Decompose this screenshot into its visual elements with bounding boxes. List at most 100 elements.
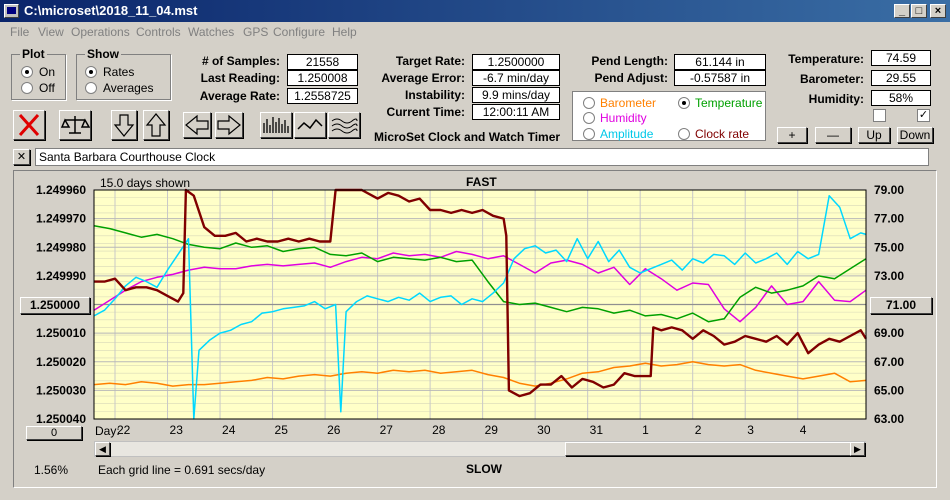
aux-clock-rate-radio[interactable] [678,128,690,140]
menu-watches[interactable]: Watches [188,25,235,39]
y-left-tick: 1.249980 [36,240,86,254]
aux-amplitude-label: Amplitude [600,127,654,141]
percent-readout: 1.56% [34,463,69,477]
plot-on-label: On [39,65,56,79]
minimize-button[interactable]: _ [894,4,910,18]
scale-down-button[interactable]: Down [897,127,933,143]
aux-barometer-radio[interactable] [583,97,595,109]
y-left-tick: 1.249970 [36,212,86,226]
close-watch-button[interactable]: ✕ [13,149,30,165]
menu-view[interactable]: View [38,25,64,39]
current-time-value: 12:00:11 AM [472,104,560,120]
humidity-value: 58% [871,90,931,106]
menu-controls[interactable]: Controls [136,25,181,39]
x-tick: 4 [800,423,807,437]
red-x-icon [18,113,40,137]
barometer-series-line [93,361,867,387]
time-scrollbar[interactable]: ◀ ▶ [94,441,866,457]
multi-line-view-button[interactable] [328,112,360,138]
app-caption: MicroSet Clock and Watch Timer [374,130,561,144]
menu-file[interactable]: File [10,25,30,39]
x-tick: 26 [327,423,341,437]
x-tick: 3 [747,423,754,437]
zero-button[interactable]: 0 [26,426,82,440]
pend-length-label: Pend Length: [591,54,668,68]
x-tick: 22 [117,423,131,437]
menu-help[interactable]: Help [332,25,357,39]
plot-on-radio[interactable] [21,66,33,78]
app-icon[interactable] [4,4,19,18]
scale-up-button[interactable]: Up [858,127,890,143]
menu-configure[interactable]: Configure [273,25,326,39]
aux-clock-rate-label: Clock rate [695,127,750,141]
y-left-tick: 1.250030 [36,383,86,397]
humidity-label: Humidity: [808,92,864,106]
current-time-label: Current Time: [386,105,465,119]
menu-operations[interactable]: Operations [71,25,130,39]
arrow-up-icon [145,113,167,137]
y-right-tick: 77.00 [874,212,904,226]
menu-gps[interactable]: GPS [243,25,269,39]
x-tick: 28 [432,423,446,437]
aux-humidity-radio[interactable] [583,112,595,124]
aux-temperature-label: Temperature [695,96,763,110]
x-tick: 30 [537,423,551,437]
show-averages-radio[interactable] [85,82,97,94]
center-rate-button[interactable]: 1.250000 [20,297,90,314]
x-tick: 25 [275,423,289,437]
plot-off-radio[interactable] [21,82,33,94]
target-rate-label: Target Rate: [395,54,465,68]
shift-up-button[interactable] [143,110,169,140]
plot-off-label: Off [39,81,55,95]
line-view-button[interactable] [294,112,326,138]
samples-value: 21558 [287,54,358,70]
y-left-tick: 1.250020 [36,355,86,369]
show-rates-label: Rates [103,65,135,79]
aux-temperature-radio[interactable] [678,97,690,109]
shift-left-button[interactable] [183,112,211,138]
humidity-series-line [93,250,867,323]
rate-series-line [94,188,868,398]
temperature-label: Temperature: [788,52,864,66]
y-right-tick: 73.00 [874,269,904,283]
balance-button[interactable] [59,110,91,140]
last-reading-label: Last Reading: [200,71,280,85]
arrow-right-icon [217,114,241,136]
maximize-button[interactable]: □ [911,4,927,18]
shift-right-button[interactable] [215,112,243,138]
show-rates-radio[interactable] [85,66,97,78]
x-tick: 27 [380,423,394,437]
y-right-tick: 65.00 [874,383,904,397]
bar-view-button[interactable] [260,112,292,138]
instability-value: 9.9 mins/day [472,87,560,103]
y-left-tick: 1.250010 [36,326,86,340]
aux-amplitude-radio[interactable] [583,128,595,140]
scale-minus-button[interactable]: — [815,127,851,143]
aux-barometer-label: Barometer [600,96,657,110]
barometer-label: Barometer: [799,72,864,86]
grid-note: Each grid line = 0.691 secs/day [98,463,266,477]
temperature-series-line [93,225,867,323]
scroll-left-button[interactable]: ◀ [95,442,110,456]
target-rate-value: 1.2500000 [472,54,560,70]
center-aux-button[interactable]: 71.00 [870,297,932,314]
y-left-tick: 1.249990 [36,269,86,283]
scroll-thumb[interactable] [565,442,852,456]
shift-down-button[interactable] [111,110,137,140]
clear-button[interactable] [13,110,45,140]
close-window-button[interactable]: × [930,4,946,18]
temperature-value: 74.59 [871,50,931,66]
watch-name-field[interactable]: Santa Barbara Courthouse Clock [35,148,929,166]
show-averages-label: Averages [103,81,154,95]
pend-adjust-label: Pend Adjust: [594,71,668,85]
scale-plus-button[interactable]: + [777,127,807,143]
x-tick: 23 [170,423,184,437]
aux-checkbox-2[interactable]: ✓ [917,109,930,122]
aux-checkbox-1[interactable] [873,109,886,122]
barometer-value: 29.55 [871,70,931,86]
arrow-down-icon [113,114,135,137]
y-right-tick: 67.00 [874,355,904,369]
scroll-right-button[interactable]: ▶ [850,442,865,456]
show-group-title: Show [85,47,121,61]
y-left-tick: 1.250040 [36,412,86,426]
